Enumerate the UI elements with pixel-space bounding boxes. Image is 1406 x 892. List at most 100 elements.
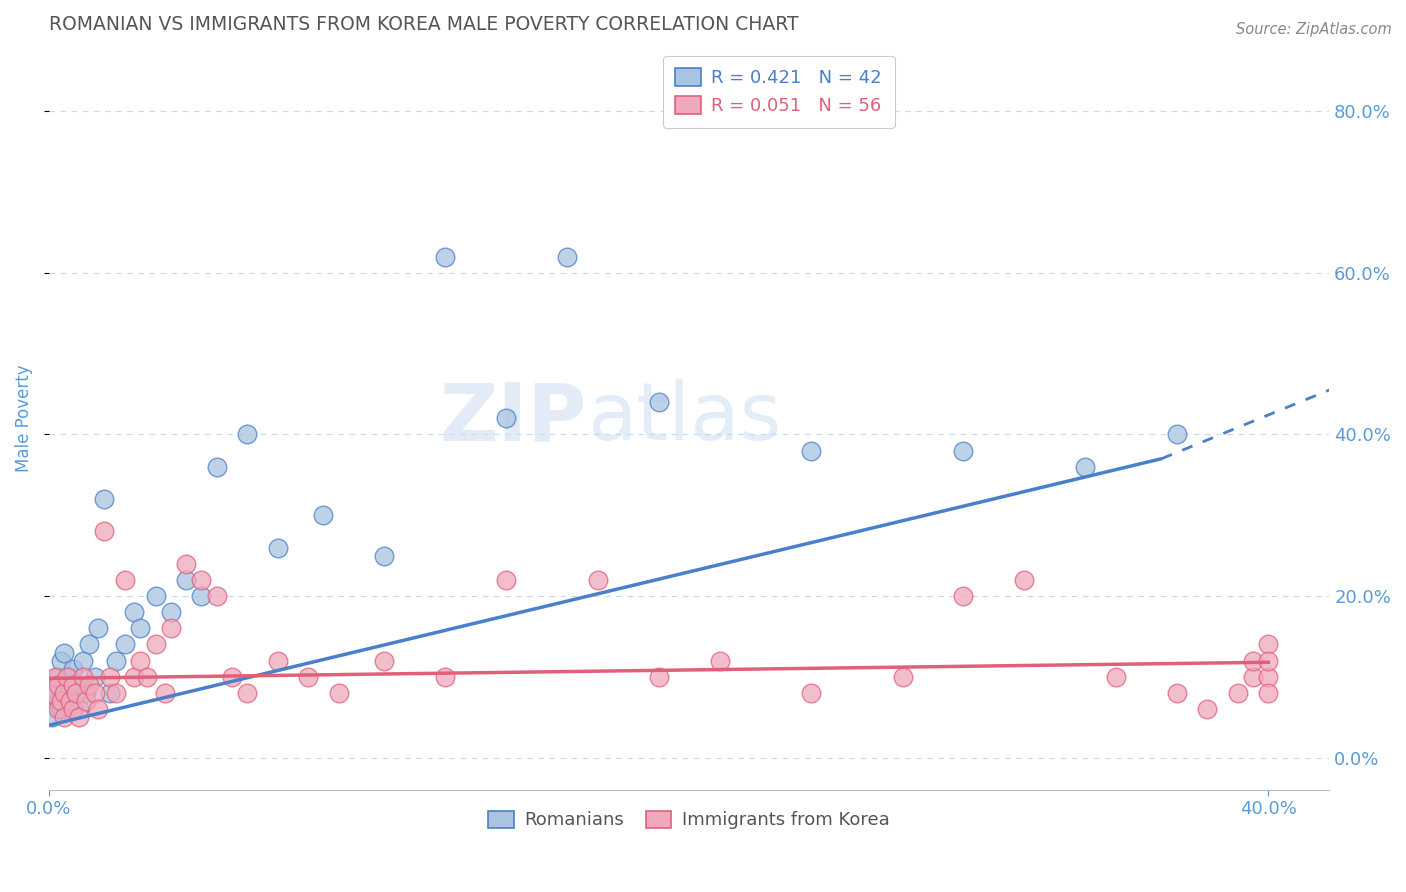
Point	[145, 638, 167, 652]
Point	[1014, 573, 1036, 587]
Point	[72, 670, 94, 684]
Point	[800, 443, 823, 458]
Point	[373, 549, 395, 563]
Point	[1257, 654, 1279, 668]
Point	[266, 654, 288, 668]
Point	[800, 686, 823, 700]
Point	[190, 573, 212, 587]
Point	[51, 694, 73, 708]
Point	[69, 702, 91, 716]
Point	[124, 605, 146, 619]
Point	[65, 678, 87, 692]
Point	[495, 411, 517, 425]
Point	[124, 670, 146, 684]
Point	[62, 702, 84, 716]
Point	[62, 678, 84, 692]
Point	[46, 702, 69, 716]
Point	[93, 492, 115, 507]
Point	[77, 638, 100, 652]
Point	[69, 710, 91, 724]
Point	[373, 654, 395, 668]
Point	[59, 694, 82, 708]
Text: ZIP: ZIP	[440, 379, 586, 458]
Point	[160, 605, 183, 619]
Point	[87, 702, 110, 716]
Point	[266, 541, 288, 555]
Point	[160, 621, 183, 635]
Point	[153, 686, 176, 700]
Point	[221, 670, 243, 684]
Point	[53, 678, 76, 692]
Point	[53, 686, 76, 700]
Point	[1226, 686, 1249, 700]
Point	[586, 573, 609, 587]
Point	[46, 694, 69, 708]
Point	[205, 459, 228, 474]
Point	[87, 621, 110, 635]
Point	[297, 670, 319, 684]
Point	[1074, 459, 1097, 474]
Point	[93, 524, 115, 539]
Point	[236, 686, 259, 700]
Point	[205, 589, 228, 603]
Point	[44, 686, 66, 700]
Point	[46, 670, 69, 684]
Point	[51, 702, 73, 716]
Legend: Romanians, Immigrants from Korea: Romanians, Immigrants from Korea	[481, 804, 897, 837]
Point	[952, 443, 974, 458]
Point	[555, 250, 578, 264]
Point	[59, 694, 82, 708]
Point	[41, 710, 63, 724]
Y-axis label: Male Poverty: Male Poverty	[15, 365, 32, 472]
Point	[891, 670, 914, 684]
Point	[1241, 670, 1264, 684]
Point	[328, 686, 350, 700]
Point	[98, 686, 121, 700]
Point	[53, 646, 76, 660]
Point	[145, 589, 167, 603]
Point	[647, 395, 669, 409]
Point	[709, 654, 731, 668]
Text: ROMANIAN VS IMMIGRANTS FROM KOREA MALE POVERTY CORRELATION CHART: ROMANIAN VS IMMIGRANTS FROM KOREA MALE P…	[49, 15, 799, 34]
Point	[1257, 670, 1279, 684]
Point	[41, 686, 63, 700]
Text: atlas: atlas	[586, 379, 782, 458]
Point	[83, 670, 105, 684]
Point	[135, 670, 157, 684]
Point	[75, 686, 97, 700]
Point	[1105, 670, 1128, 684]
Point	[59, 670, 82, 684]
Point	[647, 670, 669, 684]
Point	[434, 670, 457, 684]
Point	[114, 638, 136, 652]
Point	[56, 686, 79, 700]
Point	[1166, 686, 1188, 700]
Point	[105, 654, 128, 668]
Point	[65, 686, 87, 700]
Point	[98, 670, 121, 684]
Point	[129, 621, 152, 635]
Point	[105, 686, 128, 700]
Point	[174, 573, 197, 587]
Point	[952, 589, 974, 603]
Point	[129, 654, 152, 668]
Point	[62, 662, 84, 676]
Point	[56, 670, 79, 684]
Point	[495, 573, 517, 587]
Point	[312, 508, 335, 523]
Point	[1241, 654, 1264, 668]
Point	[46, 678, 69, 692]
Text: Source: ZipAtlas.com: Source: ZipAtlas.com	[1236, 22, 1392, 37]
Point	[75, 694, 97, 708]
Point	[83, 686, 105, 700]
Point	[77, 678, 100, 692]
Point	[190, 589, 212, 603]
Point	[434, 250, 457, 264]
Point	[51, 654, 73, 668]
Point	[53, 710, 76, 724]
Point	[1166, 427, 1188, 442]
Point	[114, 573, 136, 587]
Point	[1197, 702, 1219, 716]
Point	[174, 557, 197, 571]
Point	[72, 654, 94, 668]
